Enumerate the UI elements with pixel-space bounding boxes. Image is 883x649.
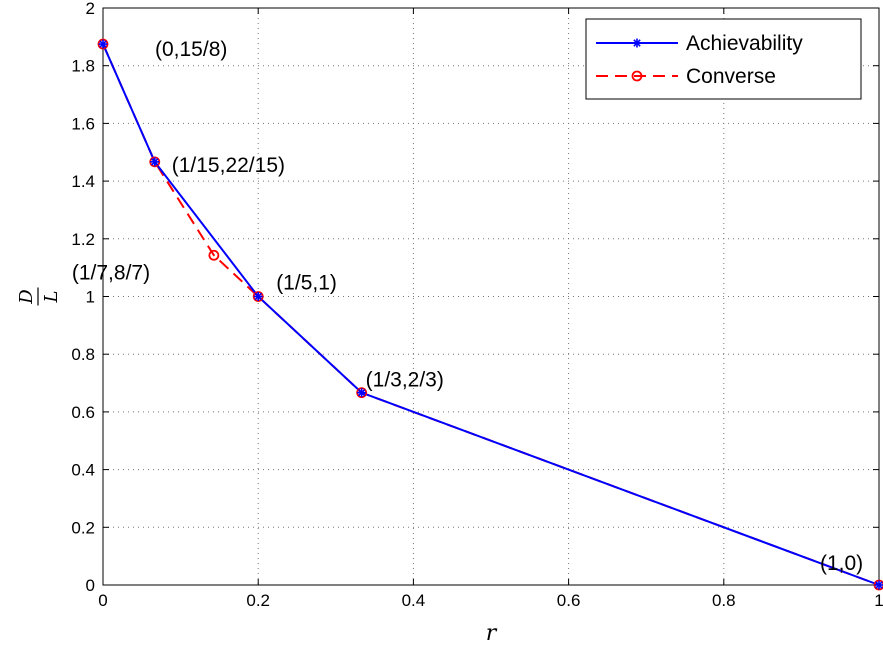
- annotations: (0,15/8) (1/15,22/15) (1/7,8/7) (1/5,1) (1/3…: [72, 38, 863, 575]
- annotation-label: (1/7,8/7): [72, 261, 150, 284]
- y-axis-label-numerator: D: [16, 289, 37, 305]
- y-tick-label: 1.4: [71, 172, 95, 191]
- x-tick-label: 0.4: [402, 591, 426, 610]
- data-point-circle: [208, 249, 220, 261]
- data-point-circle: [631, 70, 643, 82]
- annotation-label: (1/3,2/3): [366, 369, 444, 392]
- legend-box: [585, 18, 862, 100]
- y-tick-label: 0.8: [71, 345, 95, 364]
- x-tick-label: 0.6: [557, 591, 581, 610]
- asterisk-stroke: [633, 39, 641, 47]
- annotation-label: (1/5,1): [276, 272, 337, 295]
- data-point-asterisk: [150, 157, 160, 167]
- data-point-asterisk: [253, 292, 263, 301]
- y-axis-label-denominator: L: [41, 291, 62, 304]
- y-tick-label: 0.4: [71, 461, 95, 480]
- asterisk-stroke: [875, 581, 883, 589]
- data-point-asterisk: [632, 38, 642, 48]
- x-tick-label: 0.8: [712, 591, 736, 610]
- data-point-asterisk: [874, 580, 883, 590]
- asterisk-stroke: [99, 40, 107, 48]
- markers-achievability: [98, 39, 883, 590]
- legend-label: Converse: [686, 65, 776, 88]
- annotation-label: (1,0): [820, 552, 863, 575]
- legend: Achievability Converse: [585, 18, 862, 100]
- y-tick-label: 1.8: [71, 57, 95, 76]
- x-tick-label: 1: [874, 591, 883, 610]
- series: [97, 38, 883, 591]
- y-tick-label: 0: [86, 576, 95, 595]
- asterisk-stroke: [151, 158, 159, 166]
- data-point-asterisk: [98, 39, 108, 49]
- asterisk-stroke: [357, 388, 366, 397]
- x-axis-label: r: [486, 621, 498, 646]
- y-tick-label: 1.6: [71, 114, 95, 133]
- y-tick-label: 1: [86, 288, 95, 307]
- x-tick-label: 0: [98, 591, 107, 610]
- grid: [103, 8, 879, 585]
- data-point-asterisk: [357, 388, 367, 398]
- y-tick-label: 2: [86, 0, 95, 18]
- legend-label: Achievability: [686, 32, 803, 55]
- legend-entry-achievability: Achievability: [596, 32, 803, 55]
- y-tick-label: 0.6: [71, 403, 95, 422]
- annotation-label: (1/15,22/15): [172, 154, 285, 177]
- annotation-label: (0,15/8): [155, 38, 227, 61]
- y-tick-label: 0.2: [71, 518, 95, 537]
- x-tick-label: 0.2: [246, 591, 270, 610]
- y-axis-label: D L: [16, 287, 62, 306]
- y-tick-label: 1.2: [71, 230, 95, 249]
- asterisk-stroke: [254, 292, 262, 301]
- legend-entry-converse: Converse: [596, 65, 776, 88]
- axis-ticks: 0 0.2 0.4 0.6 0.8 1 0 0.2 0.4 0.6 0.8 1 1.2 1.4 1.6 1.8…: [71, 0, 883, 610]
